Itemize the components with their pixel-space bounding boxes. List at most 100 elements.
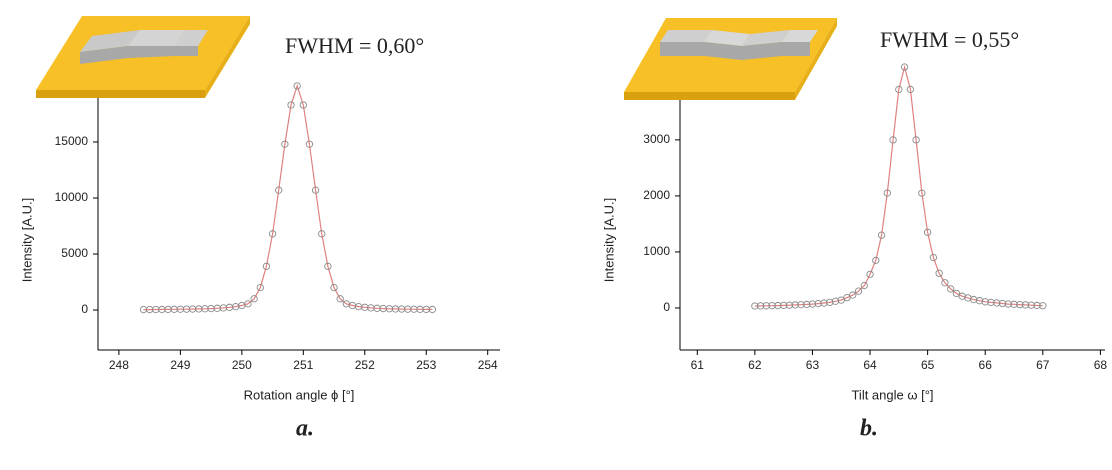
data-point xyxy=(299,101,307,109)
data-point xyxy=(1010,300,1018,308)
data-point xyxy=(854,287,863,295)
data-point xyxy=(318,230,326,238)
data-point xyxy=(866,270,874,279)
data-point xyxy=(797,301,805,309)
data-point xyxy=(831,297,840,305)
y-tick-label: 0 xyxy=(81,302,88,316)
x-axis-label: Tilt angle ω [°] xyxy=(851,387,933,402)
data-point xyxy=(774,301,782,310)
data-point xyxy=(1033,301,1041,310)
plots: 248 249 250 251 252 253 254050001000015000Rota… xyxy=(19,63,1108,402)
data-point xyxy=(791,301,799,309)
y-tick-label: 3000 xyxy=(643,132,670,146)
data-point xyxy=(872,256,880,264)
data-point xyxy=(981,298,989,306)
data-point xyxy=(281,140,289,148)
data-point xyxy=(768,302,776,310)
data-point xyxy=(877,231,886,239)
data-point xyxy=(244,300,252,308)
x-tick-label: 253 xyxy=(416,358,436,372)
data-point xyxy=(268,230,277,238)
x-tick-label: 61 xyxy=(691,358,705,372)
data-point xyxy=(262,262,271,270)
data-point xyxy=(987,298,995,307)
annotation: FWHM = 0,55° xyxy=(880,27,1019,52)
fit-line xyxy=(143,84,433,311)
data-point xyxy=(1021,301,1030,309)
data-point xyxy=(808,300,817,308)
y-tick-label: 15000 xyxy=(55,134,89,148)
x-axis-label: Rotation angle ϕ [°] xyxy=(244,387,355,402)
x-tick-label: 248 xyxy=(109,358,129,372)
y-tick-label: 1000 xyxy=(643,244,670,258)
data-point xyxy=(975,297,984,305)
data-point xyxy=(860,281,868,290)
sample-illustration-b xyxy=(624,18,837,100)
data-point xyxy=(998,299,1007,308)
data-point xyxy=(895,85,903,94)
x-tick-label: 252 xyxy=(355,358,375,372)
data-point xyxy=(923,228,932,236)
x-tick-label: 250 xyxy=(232,358,252,372)
x-tick-label: 64 xyxy=(863,358,877,372)
x-tick-label: 68 xyxy=(1094,358,1108,372)
x-tick-label: 66 xyxy=(979,358,993,372)
data-point xyxy=(1016,300,1024,309)
data-point xyxy=(820,299,828,307)
data-point xyxy=(336,295,344,303)
data-point xyxy=(941,279,949,287)
data-point xyxy=(814,299,822,308)
data-point xyxy=(330,283,338,292)
y-axis-label: Intensity [A.U.] xyxy=(19,198,34,283)
data-point xyxy=(906,85,915,94)
sample-illustration-a xyxy=(36,16,250,98)
x-tick-label: 62 xyxy=(748,358,762,372)
data-point xyxy=(751,302,759,310)
data-point xyxy=(250,295,258,303)
data-point xyxy=(900,63,909,71)
data-point xyxy=(889,136,897,144)
data-point xyxy=(929,253,938,262)
data-point xyxy=(428,305,437,314)
x-tick-label: 254 xyxy=(478,358,498,372)
x-tick-label: 67 xyxy=(1036,358,1050,372)
data-point xyxy=(935,269,943,277)
data-point xyxy=(256,283,264,292)
data-point xyxy=(275,186,283,194)
data-point xyxy=(883,189,891,197)
data-point xyxy=(324,262,332,270)
data-point xyxy=(993,299,1001,307)
annotation: FWHM = 0,60° xyxy=(285,33,424,58)
data-point xyxy=(912,136,920,144)
data-point xyxy=(918,189,926,197)
x-tick-label: 65 xyxy=(921,358,935,372)
data-point xyxy=(293,82,301,90)
data-point xyxy=(952,289,961,298)
data-point xyxy=(849,291,857,299)
x-tick-label: 251 xyxy=(293,358,313,372)
y-axis-label: Intensity [A.U.] xyxy=(601,198,616,283)
data-point xyxy=(803,300,811,309)
data-point xyxy=(947,285,955,293)
data-point xyxy=(785,301,794,309)
x-tick-label: 63 xyxy=(806,358,820,372)
x-tick-label: 249 xyxy=(170,358,190,372)
caption: a. xyxy=(296,416,314,442)
data-point xyxy=(762,302,771,310)
data-point xyxy=(305,140,314,148)
caption: b. xyxy=(860,416,878,442)
data-point xyxy=(1004,300,1012,308)
y-tick-label: 10000 xyxy=(55,190,89,204)
data-point xyxy=(970,295,978,304)
y-tick-label: 0 xyxy=(663,300,670,314)
data-point xyxy=(756,302,765,310)
data-point xyxy=(1027,301,1035,309)
data-point xyxy=(780,301,788,310)
data-point xyxy=(287,101,295,109)
y-tick-label: 2000 xyxy=(643,188,670,202)
fit-line xyxy=(754,64,1043,307)
y-tick-label: 5000 xyxy=(61,246,88,260)
data-point xyxy=(311,186,320,194)
data-point xyxy=(1039,302,1047,310)
